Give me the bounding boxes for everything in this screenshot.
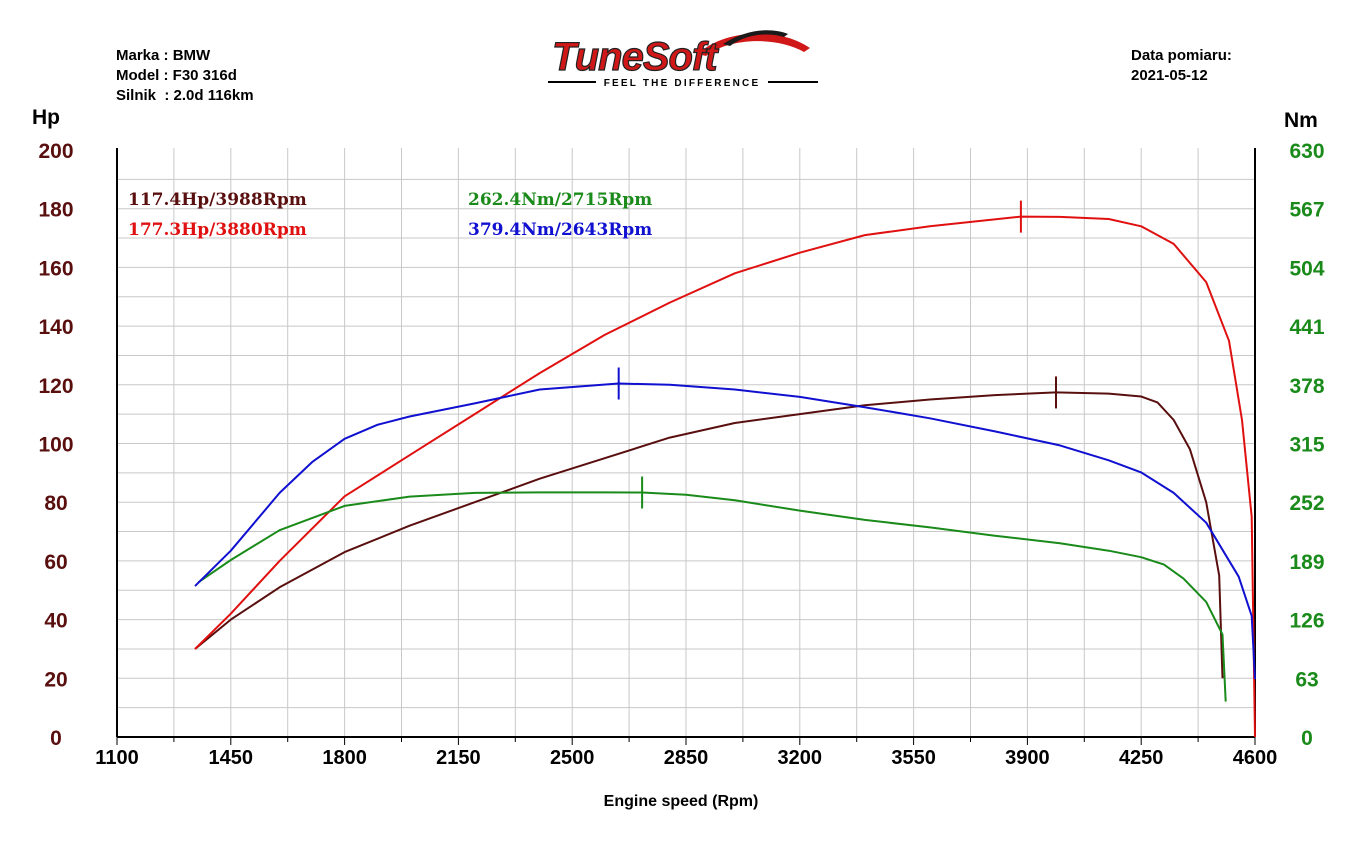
y-right-tick-label: 189 [1289,551,1324,574]
peak-markers [617,200,1058,509]
y-left-axis-label: Hp [32,106,60,129]
tuned-torque-annotation: 379.4Nm/2643Rpm [468,220,652,240]
y-right-tick-label: 630 [1289,140,1324,163]
y-left-tick-label: 120 [38,375,73,398]
y-left-tick-label: 200 [38,140,73,163]
engine-row: Silnik : 2.0d 116km [116,86,254,106]
x-tick-label: 3550 [891,747,936,769]
y-left-tick-label: 80 [44,492,67,515]
make-row: Marka : BMW [116,46,254,66]
x-tick-labels: 1100 1450 1800 2150 2500 2850 3200 3550 3900 4250… [95,747,1277,769]
date-value: 2021-05-12 [1131,67,1208,84]
y-left-tick-label: 140 [38,316,73,339]
x-tick-label: 3900 [1005,747,1050,769]
x-tick-label: 2500 [550,747,595,769]
tunesoft-logo: TuneSoft FEEL THE DIFFERENCE [548,30,818,89]
model-row: Model : F30 316d [116,66,254,86]
stock-torque-annotation: 262.4Nm/2715Rpm [468,190,652,210]
series-lines [194,215,1256,738]
make-label: Marka : [116,47,169,64]
y-left-tick-label: 0 [50,727,62,750]
vehicle-info: Marka : BMW Model : F30 316d Silnik : 2.… [116,46,254,106]
y-right-tick-label: 567 [1289,199,1324,222]
y-right-tick-label: 0 [1301,727,1313,750]
y-right-tick-label: 63 [1295,668,1318,691]
logo-swoosh-dark [723,30,788,46]
stock-torque-curve [197,491,1227,702]
x-tick-label: 1450 [209,747,254,769]
x-tick-label: 1800 [322,747,367,769]
engine-label: Silnik : [116,87,170,104]
x-axis-label: Engine speed (Rpm) [604,793,759,810]
x-tick-label: 2850 [664,747,709,769]
y-right-tick-label: 504 [1289,257,1324,280]
x-tick-label: 4250 [1119,747,1164,769]
model-label: Model : [116,67,169,84]
y-left-tick-label: 20 [44,668,67,691]
model-value: F30 316d [172,67,237,84]
x-tick-label: 4600 [1233,747,1278,769]
logo-brand: TuneSoft [552,35,719,79]
y-right-tick-label: 315 [1289,434,1324,457]
stock-power-annotation: 117.4Hp/3988Rpm [128,190,307,210]
x-tick-label: 2150 [436,747,481,769]
date-label: Data pomiaru: [1131,47,1232,64]
x-tick-label: 1100 [95,747,138,769]
y-left-tick-label: 180 [38,199,73,222]
stock-power-curve [194,391,1224,679]
engine-value: 2.0d 116km [173,87,254,104]
peak-annotations: 117.4Hp/3988Rpm 177.3Hp/3880Rpm 262.4Nm/27… [128,190,652,240]
tuned-power-annotation: 177.3Hp/3880Rpm [128,220,307,240]
tuned-torque-curve [194,382,1256,680]
y-right-tick-label: 378 [1289,375,1324,398]
y-right-tick-label: 441 [1289,316,1324,339]
y-left-tick-labels: 0 20 40 60 80 100 120 140 160 180 200 [38,140,73,750]
y-left-tick-label: 40 [44,610,67,633]
axes [116,148,1256,745]
y-left-tick-label: 160 [38,257,73,280]
y-right-tick-labels: 0 63 126 189 252 315 378 441 504 567 630 [1289,140,1324,750]
y-left-tick-label: 60 [44,551,67,574]
y-right-axis-label: Nm [1284,109,1318,132]
x-tick-label: 3200 [778,747,823,769]
grid [117,148,1255,737]
y-right-tick-label: 252 [1289,492,1324,515]
make-value: BMW [172,47,211,64]
measurement-info: Data pomiaru: 2021-05-12 [1131,46,1232,86]
logo-tagline: FEEL THE DIFFERENCE [604,78,761,89]
y-right-tick-label: 126 [1289,610,1324,633]
tuned-power-curve [194,215,1256,738]
y-left-tick-label: 100 [38,434,73,457]
logo-swoosh [698,33,810,56]
